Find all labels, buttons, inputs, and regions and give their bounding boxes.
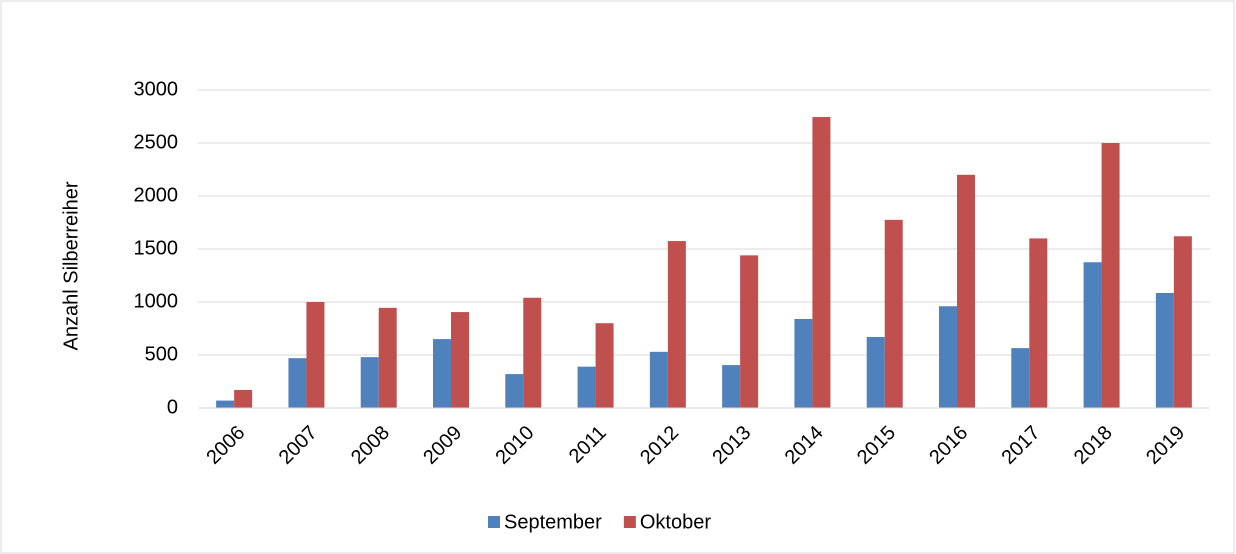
bar: [306, 302, 325, 408]
bar: [722, 365, 741, 408]
y-tick-label: 1000: [134, 290, 179, 312]
bar: [433, 339, 451, 408]
bar: [577, 366, 596, 408]
bar: [649, 351, 668, 408]
bar: [794, 318, 813, 408]
bar: [957, 174, 975, 408]
y-tick-label: 0: [167, 396, 178, 418]
bar: [1011, 348, 1030, 408]
legend-label: September: [504, 511, 602, 533]
y-tick-label: 1500: [134, 237, 179, 259]
bar: [523, 297, 542, 408]
bar: [216, 400, 235, 408]
bar: [667, 241, 686, 408]
bar: [1029, 238, 1048, 408]
bar: [1101, 143, 1120, 408]
y-tick-label: 2500: [134, 131, 179, 153]
legend-swatch: [488, 516, 500, 528]
bar: [812, 117, 831, 408]
bar: [1173, 236, 1192, 408]
legend-label: Oktober: [640, 511, 711, 533]
y-tick-label: 3000: [134, 78, 179, 100]
bar: [451, 312, 469, 408]
bar: [939, 306, 957, 408]
y-tick-label: 500: [145, 343, 178, 365]
bar: [234, 389, 253, 408]
bar: [1083, 262, 1102, 408]
bar: [740, 255, 759, 408]
bar: [866, 336, 885, 408]
bar: [505, 374, 524, 408]
legend-swatch: [623, 516, 636, 528]
bar: [360, 357, 379, 408]
y-tick-label: 2000: [134, 184, 179, 206]
bar: [378, 307, 397, 408]
bar: [884, 219, 903, 408]
bar: [595, 323, 614, 408]
y-axis-title: Anzahl Silberreiher: [60, 181, 82, 350]
bar: [1155, 292, 1174, 408]
bar: [288, 358, 307, 408]
